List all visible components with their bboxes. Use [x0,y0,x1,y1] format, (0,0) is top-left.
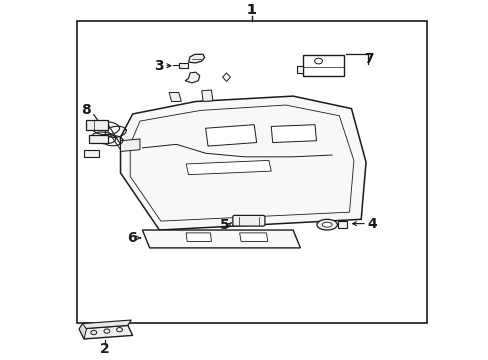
Bar [77,21,426,323]
Text: 2: 2 [100,342,110,356]
Polygon shape [169,93,181,102]
Polygon shape [142,230,300,248]
Bar [296,66,303,73]
Bar [337,221,346,228]
Text: 1: 1 [246,3,256,17]
Bar [86,120,108,130]
Polygon shape [222,73,230,81]
Polygon shape [188,54,204,63]
Polygon shape [186,233,211,242]
Polygon shape [186,161,271,175]
Ellipse shape [322,222,331,227]
Polygon shape [79,320,131,329]
Polygon shape [79,325,132,339]
Text: 3: 3 [154,59,164,73]
Text: 8: 8 [81,103,91,117]
Polygon shape [79,324,86,339]
Polygon shape [205,125,256,146]
Polygon shape [120,96,366,230]
Bar [302,55,344,76]
FancyBboxPatch shape [232,215,264,226]
Text: 6: 6 [126,231,136,245]
Polygon shape [201,90,212,102]
Polygon shape [239,233,267,242]
Polygon shape [271,125,316,143]
Text: 5: 5 [220,218,229,232]
Text: 7: 7 [363,51,372,66]
Bar [179,63,187,68]
Text: 4: 4 [366,217,376,231]
Bar [84,150,99,157]
Polygon shape [120,139,140,152]
Ellipse shape [316,219,337,230]
Bar [89,135,108,143]
Polygon shape [185,72,200,83]
Text: 1: 1 [246,3,256,17]
